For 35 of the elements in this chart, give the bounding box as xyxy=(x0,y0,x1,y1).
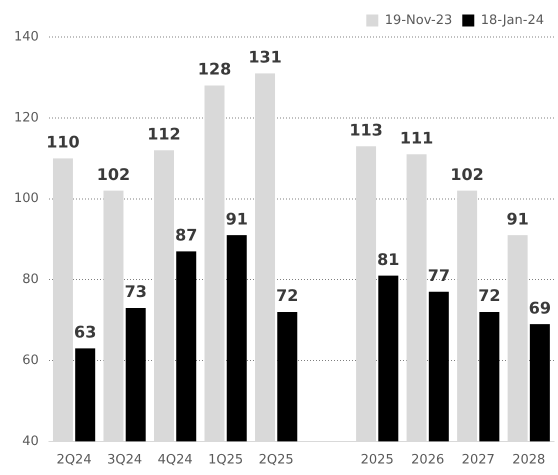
data-label: 112 xyxy=(147,124,181,144)
data-label: 111 xyxy=(400,128,434,148)
x-tick-label: 2Q25 xyxy=(258,452,294,468)
data-label: 91 xyxy=(506,209,529,228)
data-label: 102 xyxy=(96,164,130,184)
x-tick-label: 2025 xyxy=(360,452,394,468)
data-label: 72 xyxy=(276,286,298,306)
x-tick-label: 2027 xyxy=(462,452,495,468)
y-tick-label: 60 xyxy=(22,352,39,368)
x-tick-label: 1Q25 xyxy=(208,452,244,468)
data-label: 63 xyxy=(74,322,96,342)
legend-label: 19-Nov-23 xyxy=(384,12,452,28)
legend-label: 18-Jan-24 xyxy=(480,12,544,28)
data-label: 87 xyxy=(175,225,198,244)
data-label: 91 xyxy=(226,209,248,228)
data-label: 81 xyxy=(377,250,400,269)
data-label: 102 xyxy=(450,164,484,184)
y-tick-label: 120 xyxy=(14,110,39,126)
x-tick-label: 3Q24 xyxy=(107,452,142,468)
data-label: 69 xyxy=(528,298,551,318)
data-label: 113 xyxy=(349,120,383,140)
data-label: 73 xyxy=(124,282,147,302)
y-tick-label: 140 xyxy=(14,29,39,44)
data-label: 72 xyxy=(478,286,500,306)
x-tick-label: 2026 xyxy=(411,452,444,468)
x-tick-label: 2Q24 xyxy=(56,452,92,468)
data-label: 110 xyxy=(46,132,80,152)
data-label: 128 xyxy=(198,60,232,79)
y-tick-label: 40 xyxy=(22,434,39,449)
x-tick-label: 4Q24 xyxy=(158,452,193,468)
data-label: 131 xyxy=(248,48,282,67)
y-tick-label: 80 xyxy=(22,272,39,288)
data-label: 77 xyxy=(428,266,450,285)
x-tick-label: 2028 xyxy=(512,452,546,468)
y-tick-label: 100 xyxy=(14,191,39,206)
